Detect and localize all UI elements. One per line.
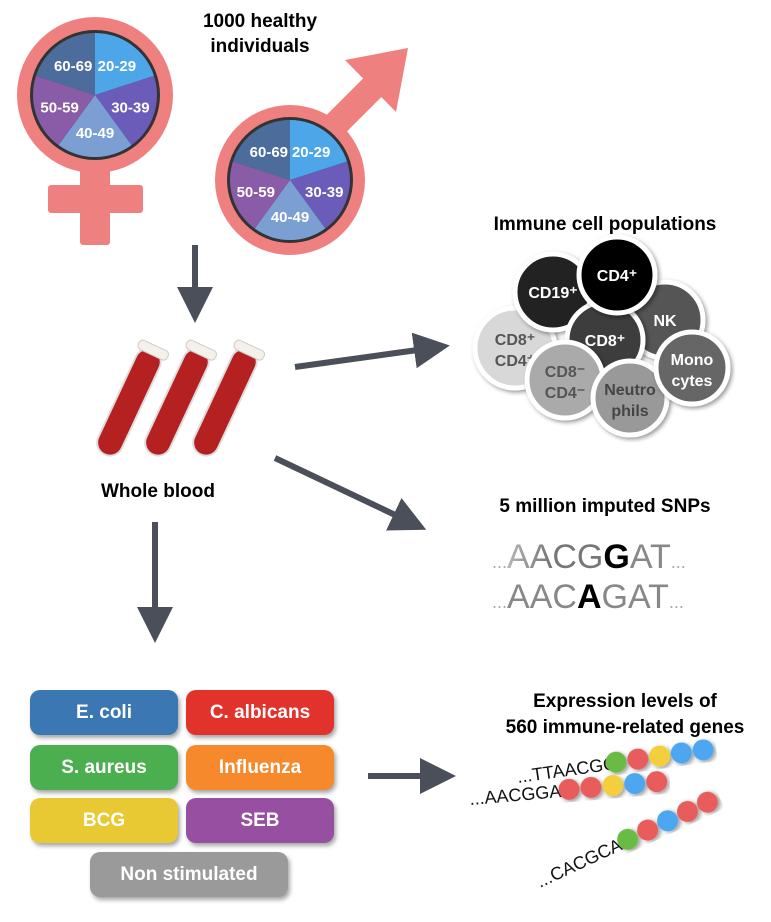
cell-label: Mono [671, 352, 714, 369]
cells-title: Immune cell populations [494, 214, 717, 235]
expression-bead [602, 774, 624, 796]
expression-bead [624, 773, 646, 795]
snps-title: 5 million imputed SNPs [499, 496, 710, 517]
cell-label: CD19⁺ [528, 285, 577, 302]
stimulus-non-stimulated: Non stimulated [90, 852, 288, 897]
expression-bead [637, 819, 659, 841]
cell-population: CD4⁺ [576, 234, 658, 316]
snp-sequence-1: ...AACGGAT... [492, 538, 686, 576]
age-label: 50-59 [40, 99, 78, 116]
cell-label: CD8⁻ [545, 364, 585, 381]
expression-bead [627, 748, 649, 770]
age-label: 60-69 [250, 144, 288, 161]
expression-bead [646, 771, 668, 793]
pie-slice-40-49 [58, 95, 132, 158]
cell-label: Neutro [604, 382, 656, 399]
expression-bead [692, 739, 714, 761]
gene-sequence: ...CACGCAA [533, 791, 718, 892]
pie-slice-60-69 [36, 33, 95, 95]
gene-sequence-text: ...AACGGAT [469, 780, 572, 809]
blood-tubes-icon [96, 339, 266, 457]
title-line1: 1000 healthy [203, 11, 317, 32]
whole-blood-label: Whole blood [101, 481, 215, 502]
cell-population: Neutro phils [590, 358, 670, 438]
age-label: 60-69 [54, 58, 92, 75]
male-symbol-icon: 20-29 30-39 40-49 50-59 60-69 [215, 48, 408, 255]
cell-label: CD8⁺ [585, 333, 625, 350]
pie-slice-50-59 [33, 75, 95, 146]
cell-label: phils [611, 403, 648, 420]
expression-bead [580, 776, 602, 798]
age-label: 20-29 [292, 144, 330, 161]
cell-population: CD19⁺ [512, 251, 594, 333]
expression-title-2: 560 immune-related genes [506, 717, 745, 738]
stimulus-e-coli: E. coli [30, 690, 178, 735]
stimulus-influenza: Influenza [186, 745, 334, 790]
expression-bead [696, 791, 718, 813]
arrows [137, 245, 456, 794]
cell-population: CD8⁻ CD4⁻ [524, 339, 606, 421]
cell-label: CD4⁺ [597, 268, 637, 285]
expression-bead [676, 801, 698, 823]
age-label: 40-49 [271, 209, 309, 226]
cell-label: CD8⁺ [495, 332, 535, 349]
female-symbol-icon: 20-29 30-39 40-49 50-59 60-69 [17, 17, 173, 245]
stimulus-bcg: BCG [30, 798, 178, 843]
age-label: 30-39 [305, 184, 343, 201]
pie-slice-60-69 [232, 120, 290, 180]
pie-slice-20-29 [290, 120, 348, 180]
arrow-to-cells [294, 332, 450, 370]
stimulus-c-albicans: C. albicans [186, 690, 334, 735]
stimulus-seb: SEB [186, 798, 334, 843]
age-label: 50-59 [237, 184, 275, 201]
pie-slice-40-49 [254, 180, 326, 241]
snp-sequence-2: ...AACAGAT... [492, 578, 684, 616]
age-label: 20-29 [98, 58, 136, 75]
cell-label: CD4⁻ [545, 385, 585, 402]
stimulus-s-aureus: S. aureus [30, 745, 178, 790]
expression-bead [605, 751, 627, 773]
pie-slice-30-39 [290, 161, 350, 229]
age-label: 40-49 [76, 125, 114, 142]
expression-bead [558, 778, 580, 800]
age-label: 30-39 [111, 99, 149, 116]
pie-slice-50-59 [230, 161, 290, 229]
expression-bead [657, 810, 679, 832]
expression-bead [617, 828, 639, 850]
expression-bead [649, 745, 671, 767]
cell-label: CD4⁺ [495, 353, 535, 370]
arrow-to-snps [273, 455, 427, 531]
title-line2: individuals [210, 36, 309, 57]
cell-label: cytes [672, 373, 713, 390]
cell-population: Mono cytes [653, 329, 731, 407]
pie-slice-20-29 [95, 33, 154, 95]
expression-bead [670, 742, 692, 764]
expression-title-1: Expression levels of [533, 691, 717, 712]
pie-slice-30-39 [95, 75, 157, 146]
cell-label: NK [653, 313, 677, 330]
